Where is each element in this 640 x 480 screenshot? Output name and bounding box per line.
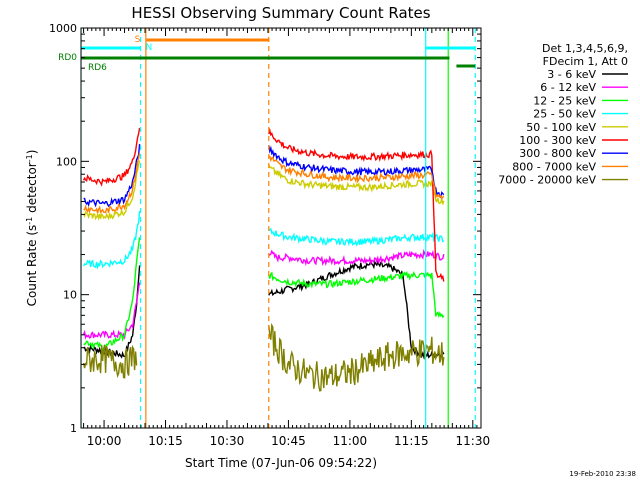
n-flag-label: N xyxy=(145,43,152,53)
series-line-3-segment-2 xyxy=(268,270,445,319)
legend-label: 50 - 100 keV xyxy=(526,121,596,134)
series-line-6-segment-1 xyxy=(82,127,141,187)
series-line-4-segment-1 xyxy=(82,211,141,270)
series-line-9-segment-1 xyxy=(82,344,138,379)
rd6-label: RD6 xyxy=(88,63,107,73)
generated-timestamp: 19-Feb-2010 23:38 xyxy=(569,470,636,478)
legend-header-line-1: Det 1,3,4,5,6,9, xyxy=(542,42,628,55)
x-tick-label: 10:00 xyxy=(87,434,122,448)
series-line-1-segment-2 xyxy=(268,259,445,360)
series-line-8-segment-1 xyxy=(83,152,141,214)
series-line-1-segment-1 xyxy=(83,265,141,359)
plot-frame xyxy=(80,27,482,429)
x-tick-label: 10:30 xyxy=(210,434,245,448)
series-line-7-segment-2 xyxy=(268,145,445,199)
series-line-8-segment-2 xyxy=(268,155,445,200)
x-tick-label: 11:00 xyxy=(333,434,368,448)
legend-label: 12 - 25 keV xyxy=(533,94,596,107)
series-line-6-segment-2 xyxy=(268,127,445,282)
series-line-9-segment-2 xyxy=(268,322,445,392)
x-tick-label: 10:45 xyxy=(271,434,306,448)
x-tick-label: 10:15 xyxy=(148,434,183,448)
plot-area: RD0 RD6 SN xyxy=(58,28,476,428)
series-line-2-segment-2 xyxy=(268,248,445,267)
axes: 1 10 100 1000 10:00 10:15 10:30 10:45 11:00 11:15… xyxy=(49,22,490,448)
y-axis-label: Count Rate (s-1 detector-1) xyxy=(25,150,40,307)
legend-label: 100 - 300 keV xyxy=(519,134,596,147)
y-tick-label: 10 xyxy=(63,289,77,302)
legend: Det 1,3,4,5,6,9, FDecim 1, Att 0 3 - 6 k… xyxy=(498,42,628,187)
y-tick-label: 1 xyxy=(70,422,77,435)
y-tick-label: 1000 xyxy=(49,22,77,35)
y-tick-label: 100 xyxy=(56,155,77,168)
series-line-7-segment-1 xyxy=(83,144,141,208)
legend-label: 800 - 7000 keV xyxy=(512,160,596,173)
legend-label: 300 - 800 keV xyxy=(519,147,596,160)
plot-content xyxy=(81,28,476,428)
legend-header-line-2: FDecim 1, Att 0 xyxy=(543,55,628,68)
legend-label: 3 - 6 keV xyxy=(547,68,596,81)
rd0-label: RD0 xyxy=(58,53,77,63)
series-line-5-segment-2 xyxy=(268,164,445,205)
x-tick-label: 11:30 xyxy=(456,434,491,448)
series-line-5-segment-1 xyxy=(82,160,141,221)
series-line-4-segment-2 xyxy=(268,227,445,247)
legend-label: 7000 - 20000 keV xyxy=(498,174,596,187)
s-flag-label: S xyxy=(135,35,141,45)
x-axis-label: Start Time (07-Jun-06 09:54:22) xyxy=(185,456,377,470)
legend-label: 6 - 12 keV xyxy=(540,81,596,94)
series-line-2-segment-1 xyxy=(82,282,141,340)
series-line-3-segment-1 xyxy=(83,237,141,352)
x-tick-label: 11:15 xyxy=(394,434,429,448)
legend-label: 25 - 50 keV xyxy=(533,108,596,121)
chart-title: HESSI Observing Summary Count Rates xyxy=(131,4,430,22)
